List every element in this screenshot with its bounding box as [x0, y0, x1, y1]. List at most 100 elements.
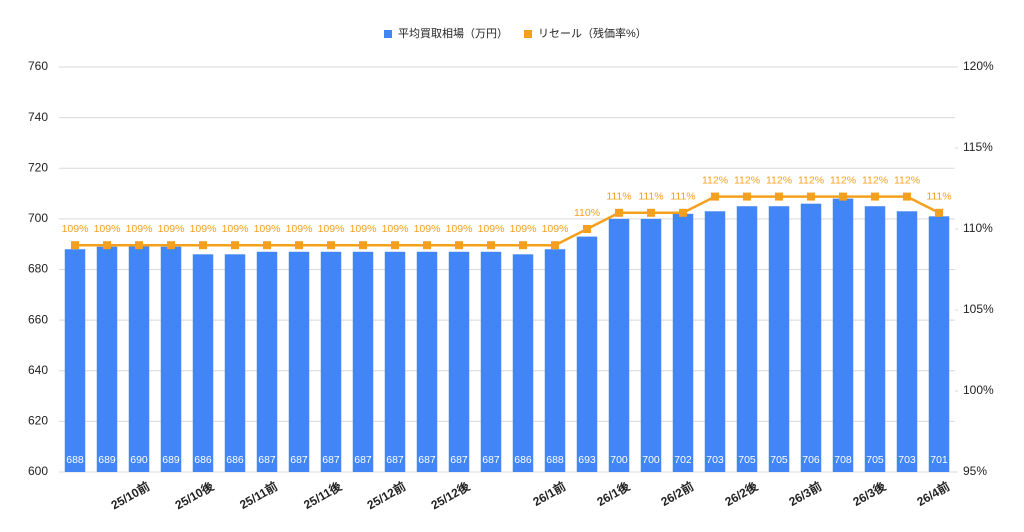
y-tick-label: 680 [28, 262, 48, 276]
y2-tick-label: 105% [963, 302, 994, 316]
bar-value-label: 689 [98, 454, 116, 466]
bar-value-label: 690 [130, 454, 148, 466]
bar-value-label: 687 [482, 454, 500, 466]
bar [224, 254, 246, 472]
y-tick-label: 600 [28, 464, 48, 478]
bar-value-label: 687 [450, 454, 468, 466]
x-tick-label: 26/2前 [658, 478, 696, 509]
y-tick-label: 620 [28, 414, 48, 428]
legend: 平均買取相場（万円） リセール（残価率%） [384, 26, 647, 40]
bar-value-label: 706 [802, 454, 820, 466]
line-marker [807, 192, 815, 201]
line-marker [583, 225, 591, 233]
bar-value-label: 700 [642, 454, 660, 466]
bar [704, 211, 726, 472]
bar [64, 249, 86, 472]
legend-label: リセール（残価率%） [538, 26, 647, 40]
bar [352, 251, 374, 472]
line-marker [679, 208, 687, 217]
line-marker [327, 241, 335, 250]
line-value-label: 109% [254, 223, 281, 235]
bar [128, 244, 150, 472]
bar-value-label: 702 [674, 454, 692, 466]
line-marker [647, 208, 655, 217]
line-marker [231, 241, 239, 250]
y2-tick-label: 115% [963, 140, 993, 154]
y2-tick-label: 120% [963, 59, 994, 73]
bar-value-label: 686 [194, 454, 212, 466]
y-tick-label: 740 [28, 110, 48, 124]
line-marker [551, 241, 559, 250]
x-tick-label: 26/3前 [786, 478, 824, 509]
bar-value-label: 688 [66, 454, 84, 466]
legend-label: 平均買取相場（万円） [398, 27, 508, 40]
line-marker [71, 241, 79, 250]
line-value-label: 112% [830, 174, 856, 186]
line-value-label: 111% [670, 191, 695, 203]
line-marker [423, 241, 431, 250]
bar-value-label: 688 [546, 454, 564, 466]
bar [736, 206, 758, 472]
bar [640, 218, 662, 472]
line-value-label: 109% [190, 223, 217, 235]
line-value-label: 111% [638, 191, 663, 203]
bar [576, 236, 598, 472]
bar-value-label: 687 [322, 454, 340, 466]
line-value-label: 109% [478, 223, 505, 235]
bar-value-label: 687 [354, 454, 372, 466]
bar [256, 251, 278, 472]
bar [832, 198, 854, 472]
line-marker [775, 192, 783, 201]
x-tick-label: 26/1前 [530, 478, 568, 509]
line [75, 195, 940, 247]
bar [416, 251, 438, 472]
line-marker [487, 241, 495, 250]
line-marker [871, 192, 879, 201]
bar-value-label: 703 [898, 454, 916, 466]
bar [160, 246, 182, 472]
line-marker [519, 241, 527, 250]
line-value-label: 109% [286, 223, 313, 235]
bar [192, 254, 214, 472]
x-tick-label: 26/4前 [914, 478, 952, 509]
bar-value-label: 689 [162, 454, 180, 466]
line-value-label: 112% [734, 174, 760, 186]
bar-value-label: 705 [866, 454, 884, 466]
line-value-label: 112% [862, 174, 888, 186]
x-tick-label: 26/1後 [594, 478, 633, 509]
line-marker [743, 192, 751, 201]
bar-value-label: 705 [738, 454, 756, 466]
bar-value-label: 686 [226, 454, 244, 466]
line-marker [359, 241, 367, 250]
bar-value-label: 693 [578, 454, 596, 466]
bar [448, 251, 470, 472]
bar-value-label: 708 [834, 454, 852, 466]
legend-swatch [524, 30, 532, 38]
line-marker [295, 241, 303, 250]
line-value-label: 109% [62, 223, 89, 235]
y2-tick-label: 100% [963, 383, 994, 397]
bar-value-label: 687 [290, 454, 308, 466]
x-tick-label: 25/12前 [364, 478, 408, 512]
line-value-label: 112% [894, 174, 920, 186]
x-tick-label: 25/12後 [428, 478, 473, 513]
line-value-label: 109% [542, 223, 569, 235]
bar-value-label: 687 [418, 454, 436, 466]
x-tick-label: 26/3後 [850, 478, 889, 509]
bar [96, 246, 118, 472]
y-tick-label: 700 [28, 211, 48, 225]
line-marker [199, 241, 207, 250]
line-marker [263, 241, 271, 250]
x-tick-label: 26/2後 [722, 478, 761, 509]
bar [288, 251, 310, 472]
x-tick-label: 25/10前 [108, 478, 152, 512]
x-tick-label: 25/11前 [237, 478, 280, 512]
line-marker [455, 241, 463, 250]
line-value-label: 112% [766, 174, 792, 186]
bar [480, 251, 502, 472]
bar [928, 216, 950, 472]
line-marker [391, 241, 399, 250]
line-value-label: 109% [318, 223, 345, 235]
bar [608, 218, 630, 472]
